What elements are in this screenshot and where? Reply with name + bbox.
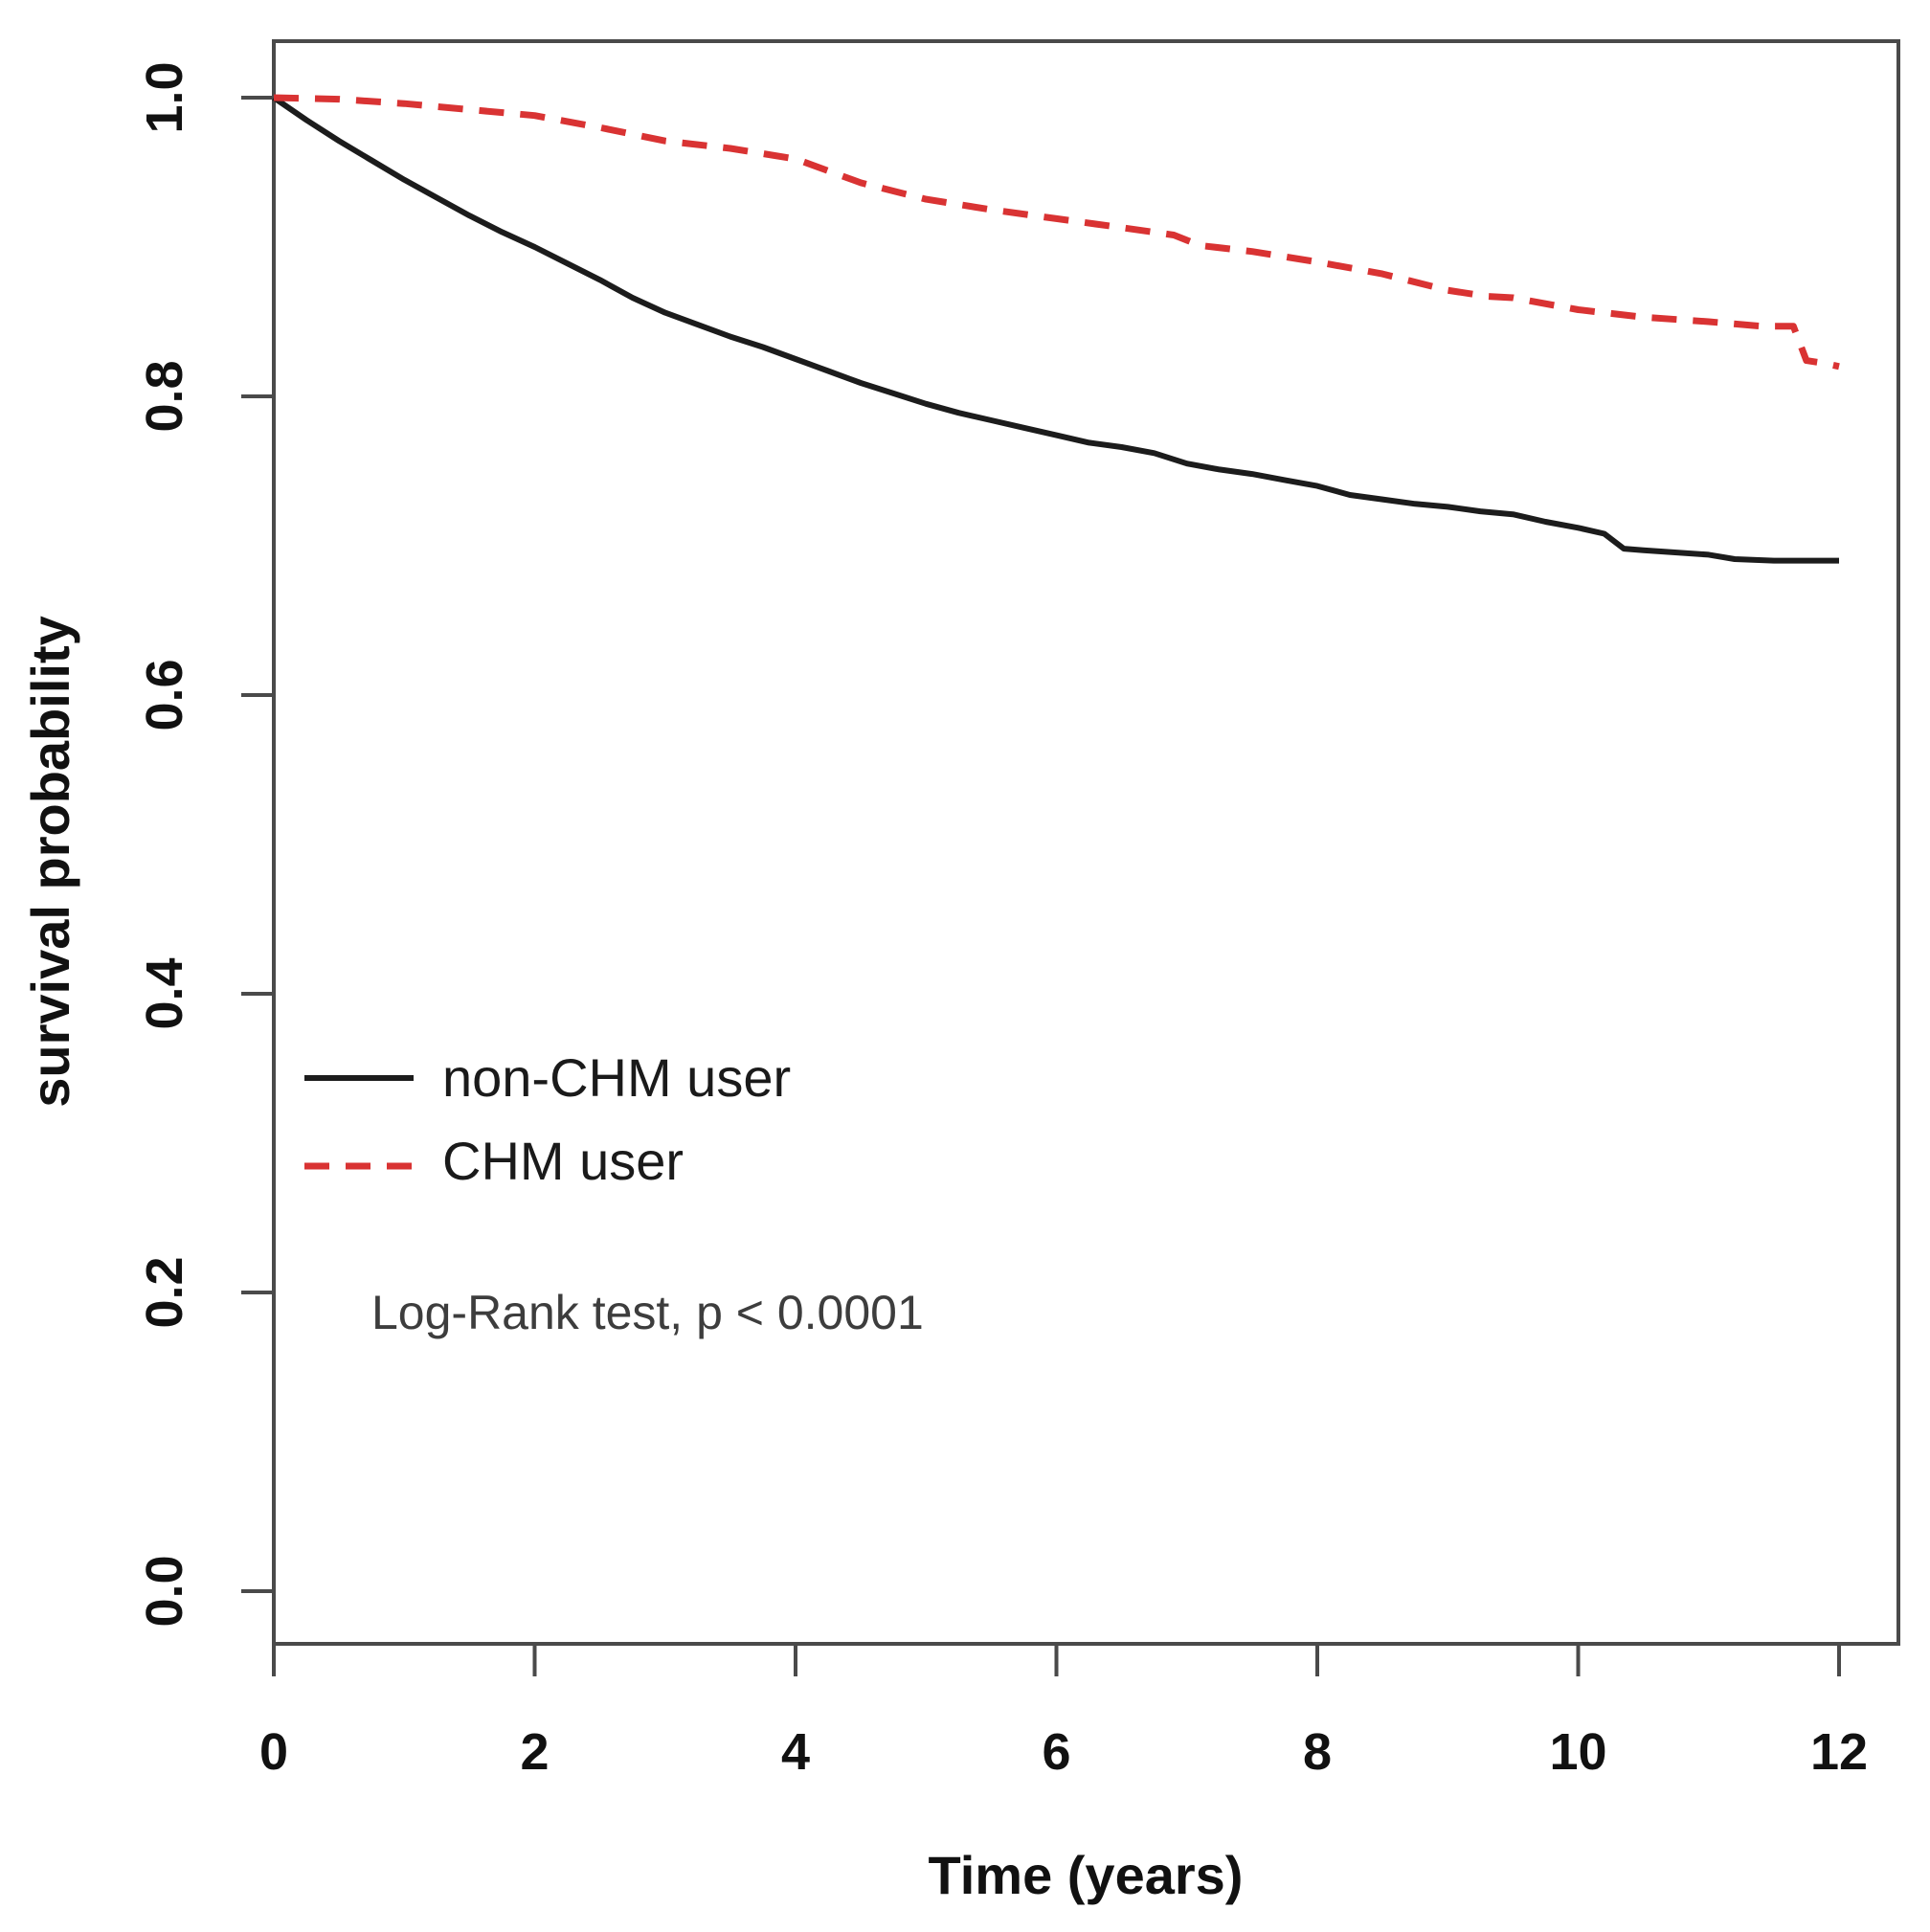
y-tick-label: 1.0: [136, 61, 193, 133]
log-rank-annotation: Log-Rank test, p < 0.0001: [371, 1286, 924, 1339]
survival-curve-chm: [273, 94, 1840, 371]
legend-label-non-chm: non-CHM user: [442, 1047, 791, 1108]
y-axis-ticks: 0.0 0.2 0.4 0.6 0.8 1.0: [136, 61, 274, 1628]
y-tick-label: 0.2: [136, 1256, 193, 1328]
legend-label-chm: CHM user: [442, 1131, 684, 1191]
y-tick-label: 0.4: [136, 957, 193, 1029]
y-tick-label: 0.0: [136, 1555, 193, 1627]
x-tick-label: 6: [1042, 1723, 1070, 1781]
x-axis-ticks: 0 2 4 6 8 10 12: [259, 1644, 1868, 1781]
survival-curve-non-chm: [272, 95, 1839, 564]
y-tick-label: 0.6: [136, 659, 193, 730]
legend: non-CHM user CHM user: [304, 1047, 791, 1191]
x-tick-label: 0: [259, 1723, 288, 1781]
x-tick-label: 2: [520, 1723, 549, 1781]
y-axis-title: survival probability: [20, 616, 80, 1108]
x-tick-label: 8: [1303, 1723, 1332, 1781]
x-tick-label: 10: [1549, 1723, 1606, 1781]
x-axis-title: Time (years): [929, 1845, 1244, 1905]
x-tick-label: 12: [1810, 1723, 1868, 1781]
plot-area: [272, 39, 1900, 1646]
x-tick-label: 4: [781, 1723, 810, 1781]
y-tick-label: 0.8: [136, 360, 193, 432]
